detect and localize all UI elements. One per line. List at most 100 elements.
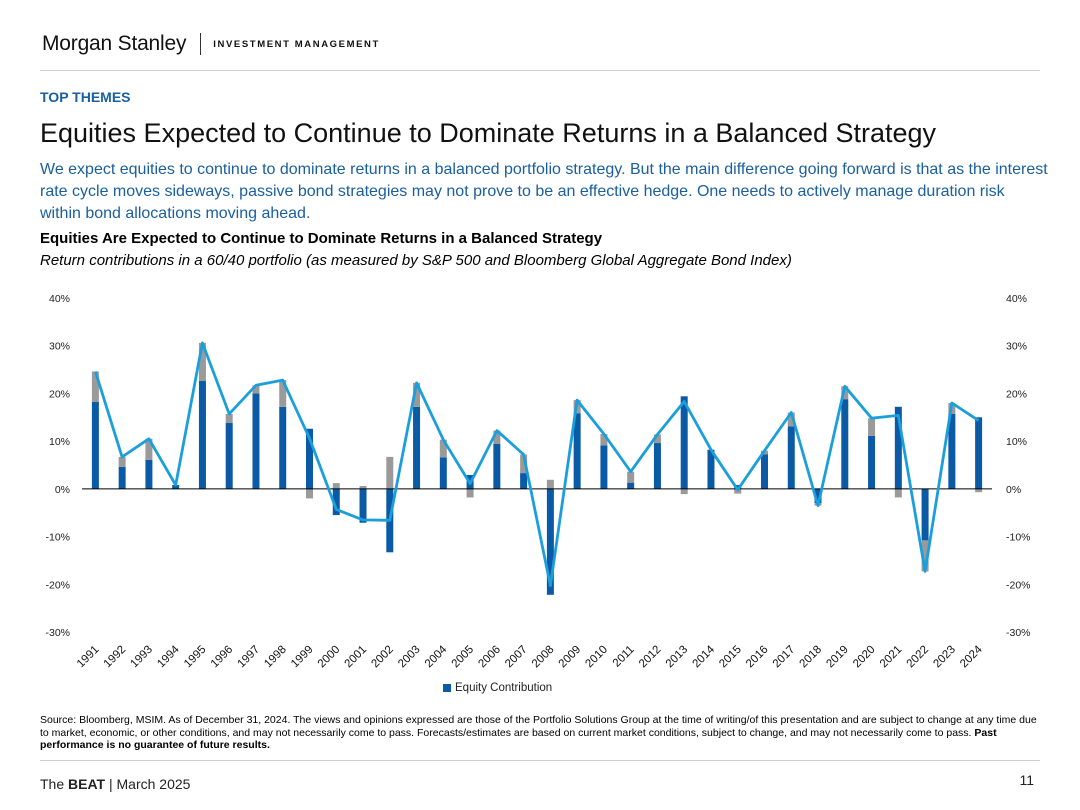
x-tick-label: 2015 <box>717 644 744 671</box>
bond-bar <box>225 413 233 424</box>
source-note: Source: Bloomberg, MSIM. As of December … <box>40 714 1040 752</box>
y-tick-label-right: 40% <box>1006 293 1027 305</box>
y-tick-label-left: 10% <box>49 436 70 448</box>
equity-bar <box>894 406 902 489</box>
intro-paragraph: We expect equities to continue to domina… <box>40 161 1048 222</box>
y-tick-label-left: -30% <box>45 627 70 639</box>
x-tick-label: 2010 <box>583 644 610 671</box>
page-title: Equities Expected to Continue to Dominat… <box>40 118 937 148</box>
y-tick-label-left: 40% <box>49 293 70 305</box>
header-rule <box>40 70 1040 71</box>
x-tick-label: 2008 <box>530 644 557 671</box>
section-eyebrow: TOP THEMES <box>40 89 131 105</box>
footer-prefix: The <box>40 776 69 792</box>
x-tick-label: 1991 <box>75 644 102 671</box>
x-tick-label: 1998 <box>262 644 289 671</box>
bond-bar <box>894 488 902 498</box>
equity-bar <box>787 426 795 489</box>
x-tick-label: 2024 <box>958 643 985 670</box>
bond-bar <box>252 385 260 394</box>
bond-bar <box>279 380 287 407</box>
x-tick-label: 1997 <box>236 644 263 671</box>
equity-bar <box>627 482 635 489</box>
bond-bar <box>627 471 635 483</box>
bond-bar <box>520 454 528 474</box>
bond-bar <box>600 433 608 446</box>
bond-bar <box>466 488 474 498</box>
x-tick-label: 2021 <box>878 644 905 671</box>
legend-label-equity: Equity Contribution <box>455 682 553 694</box>
y-tick-label-left: -10% <box>45 532 70 544</box>
x-tick-label: 2013 <box>664 644 691 671</box>
y-tick-label-right: 10% <box>1006 436 1027 448</box>
bond-bar <box>546 479 554 489</box>
equity-bar <box>948 413 956 489</box>
x-tick-label: 2016 <box>744 644 771 671</box>
equity-bar <box>841 399 849 489</box>
equity-bar <box>975 417 983 489</box>
x-tick-label: 2011 <box>611 644 637 670</box>
x-tick-label: 2023 <box>931 644 958 671</box>
footer-beat: BEAT <box>68 776 106 792</box>
y-tick-label-right: 20% <box>1006 388 1027 400</box>
x-tick-label: 1996 <box>209 644 236 671</box>
y-tick-label-left: 30% <box>49 341 70 353</box>
chart-legend: Equity Contribution <box>443 682 552 694</box>
y-tick-label-left: 0% <box>55 484 70 496</box>
x-tick-label: 1993 <box>128 644 155 671</box>
balanced-returns-chart: -30% -30% -20% -20% -10% -10% 0% 0% 10% 10% 20% 20%… <box>45 293 1031 671</box>
x-tick-label: 2020 <box>851 644 878 671</box>
bond-bar <box>653 434 661 444</box>
x-tick-label: 2000 <box>316 644 343 671</box>
equity-bar <box>921 488 929 541</box>
x-tick-label: 1994 <box>155 643 182 670</box>
bond-bar <box>787 412 795 427</box>
equity-bar <box>573 413 581 489</box>
footer-date: | March 2025 <box>105 776 191 792</box>
equity-bar <box>91 402 99 489</box>
bond-bar <box>332 483 340 489</box>
bond-bar <box>975 488 983 493</box>
x-tick-label: 1995 <box>182 644 209 671</box>
y-tick-label-right: 0% <box>1006 484 1021 496</box>
brand-logo: Morgan Stanley <box>42 32 187 55</box>
x-tick-label: 2022 <box>905 644 932 671</box>
division-name: INVESTMENT MANAGEMENT <box>213 38 380 50</box>
equity-bar <box>707 449 715 489</box>
bond-bar <box>921 540 929 572</box>
x-tick-label: 2014 <box>691 643 718 670</box>
bond-bar <box>91 371 99 403</box>
equity-bar <box>493 444 501 489</box>
bond-bar <box>439 439 447 458</box>
bond-bar <box>306 488 313 499</box>
x-tick-label: 2002 <box>369 644 396 671</box>
x-tick-label: 2018 <box>798 644 825 671</box>
footer-publication: The BEAT | March 2025 <box>40 776 190 792</box>
total-return-line <box>94 341 980 588</box>
equity-bar <box>546 488 554 595</box>
x-tick-label: 2009 <box>557 644 584 671</box>
equity-bar <box>332 488 340 516</box>
y-tick-label-right: -10% <box>1006 532 1031 544</box>
y-tick-label-right: 30% <box>1006 341 1027 353</box>
equity-bar <box>868 435 876 489</box>
equity-bar <box>198 381 206 489</box>
equity-bar <box>145 459 153 489</box>
equity-bar <box>734 485 742 489</box>
bond-bar <box>413 382 421 407</box>
bond-bar <box>118 456 126 467</box>
equity-bar <box>279 406 287 489</box>
equity-bar <box>252 393 260 489</box>
equity-bar <box>600 445 608 489</box>
equity-bar <box>225 423 233 489</box>
x-tick-label: 2017 <box>771 644 798 671</box>
equity-bar <box>761 454 768 489</box>
brand-divider <box>200 33 202 55</box>
equity-bar <box>306 428 313 489</box>
x-tick-label: 1992 <box>102 644 129 671</box>
page-number: 11 <box>1019 772 1034 788</box>
source-text: Source: Bloomberg, MSIM. As of December … <box>40 714 1037 739</box>
equity-bar <box>172 485 180 489</box>
x-tick-label: 2001 <box>343 644 370 671</box>
bond-bar <box>734 488 742 494</box>
